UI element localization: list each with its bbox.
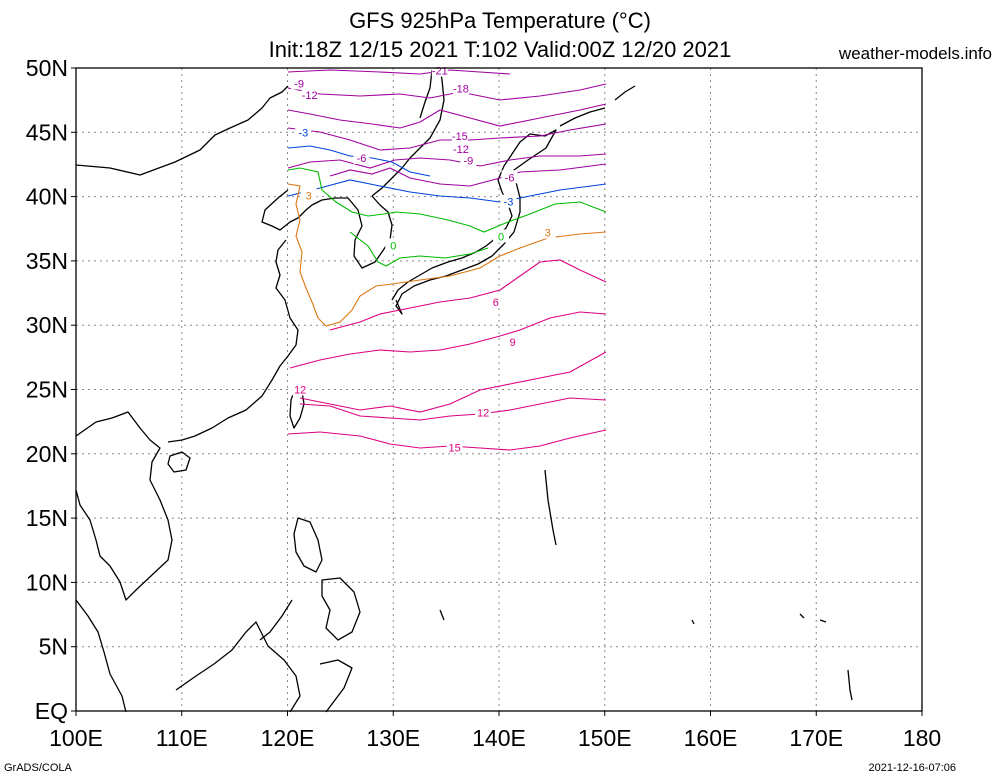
korea-coast (335, 195, 393, 269)
map-subtitle: Init:18Z 12/15 2021 T:102 Valid:00Z 12/2… (268, 37, 732, 62)
contour-label: 0 (390, 240, 396, 252)
lat-tick-label: EQ (35, 698, 68, 724)
contour-label-bg (300, 188, 317, 202)
sulawesi-coast (319, 659, 353, 713)
isotherm-line (299, 397, 607, 421)
contour-label: 12 (294, 385, 306, 397)
contour-label-bg (292, 382, 309, 396)
contour-label-bg (487, 295, 504, 309)
lon-tick-label: 180 (903, 725, 941, 751)
render-timestamp: 2021-12-16-07:06 (868, 762, 956, 774)
contour-label-bg (301, 88, 318, 102)
contour-label: -9 (463, 156, 473, 168)
contour-label: 6 (493, 297, 499, 309)
contour-label: -6 (505, 172, 515, 184)
contour-label-bg (475, 405, 492, 419)
contour-label: 0 (498, 231, 504, 243)
lon-tick-label: 100E (49, 725, 103, 751)
site-credit: weather-models.info (838, 44, 992, 63)
contour-label-bg (295, 125, 312, 139)
contour-label: -9 (294, 78, 304, 90)
lat-tick-label: 40N (26, 184, 68, 210)
contour-label-bg (353, 151, 370, 165)
philippines-coast (259, 517, 361, 641)
axis-ticks: 100E 110E 120E 130E 140E 150E 160E 170E 180 50N 45… (26, 55, 941, 751)
japan-coast (391, 129, 557, 315)
isotherm-line (287, 167, 607, 233)
china-coast (75, 85, 336, 443)
contour-label-bg (452, 142, 469, 156)
lat-tick-label: 15N (26, 505, 68, 531)
lat-tick-label: 5N (39, 634, 68, 660)
lat-tick-label: 50N (26, 55, 68, 81)
grads-credit: GrADS/COLA (4, 762, 72, 774)
isotherm-line (287, 103, 607, 129)
map-title: GFS 925hPa Temperature (°C) (349, 8, 651, 33)
contour-label: -15 (452, 131, 468, 143)
coastlines (75, 67, 853, 713)
hainan-coast (167, 451, 191, 473)
contour-label-bg (504, 334, 521, 348)
contour-label: -12 (302, 90, 318, 102)
contour-label: 3 (545, 228, 551, 240)
contour-label-bg (446, 440, 463, 454)
contour-label: -12 (453, 144, 469, 156)
isotherm-line (287, 83, 607, 101)
lon-tick-label: 130E (366, 725, 420, 751)
contour-label: -3 (504, 197, 514, 209)
isotherm-line (287, 123, 607, 151)
contour-label-bg (451, 129, 468, 143)
lon-tick-label: 150E (578, 725, 632, 751)
contour-label: -3 (298, 127, 308, 139)
isotherm-line (299, 351, 607, 413)
isotherm-line (349, 231, 489, 267)
contour-label: 9 (510, 337, 516, 349)
pacific-islets (439, 469, 853, 701)
contour-label-bg (460, 153, 477, 167)
contour-label-bg (452, 81, 469, 95)
contour-label-bg (431, 63, 448, 77)
russia-coast (371, 67, 445, 197)
kuril-islands (559, 85, 636, 127)
contour-label: 12 (477, 408, 489, 420)
contour-label-bg (501, 170, 518, 184)
contour-label: -6 (357, 153, 367, 165)
isotherms (287, 69, 607, 451)
contour-label-bg (493, 229, 510, 243)
lat-tick-label: 45N (26, 119, 68, 145)
lat-tick-label: 25N (26, 377, 68, 403)
lon-tick-label: 120E (261, 725, 315, 751)
contour-label-bg (500, 194, 517, 208)
isotherm-line (329, 259, 607, 331)
isotherm-line (287, 183, 607, 327)
isotherm-line (287, 153, 607, 169)
lat-tick-label: 35N (26, 248, 68, 274)
borneo-coast (175, 621, 301, 713)
lat-tick-label: 20N (26, 441, 68, 467)
isotherm-line (289, 311, 607, 369)
lon-tick-label: 160E (684, 725, 738, 751)
contour-label: -18 (453, 84, 469, 96)
isotherm-line (329, 163, 607, 187)
contour-label-bg (539, 225, 556, 239)
isotherm-line (287, 69, 511, 75)
contour-label-bg (385, 238, 402, 252)
lat-tick-label: 30N (26, 312, 68, 338)
contour-label: 15 (448, 442, 460, 454)
graticule (76, 68, 922, 711)
contour-label-bg (291, 76, 308, 90)
indochina-coast (75, 411, 173, 713)
contour-label: 3 (306, 190, 312, 202)
lon-tick-label: 110E (156, 725, 208, 751)
lat-tick-label: 10N (26, 569, 68, 595)
lon-tick-label: 140E (472, 725, 526, 751)
lon-tick-label: 170E (789, 725, 843, 751)
